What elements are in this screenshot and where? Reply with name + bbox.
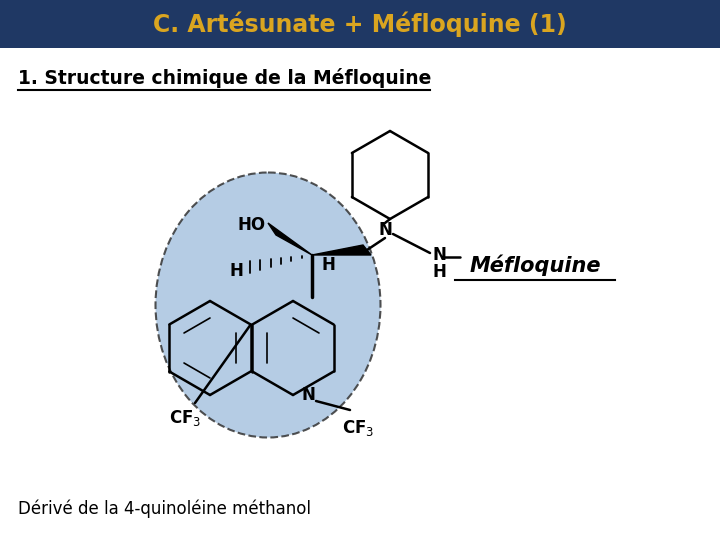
- Text: Méfloquine: Méfloquine: [469, 254, 600, 276]
- Text: H: H: [229, 262, 243, 280]
- Text: H: H: [432, 263, 446, 281]
- Text: CF$_3$: CF$_3$: [342, 418, 374, 438]
- Text: N: N: [432, 246, 446, 264]
- Text: C. Artésunate + Méfloquine (1): C. Artésunate + Méfloquine (1): [153, 11, 567, 37]
- Text: Dérivé de la 4-quinoléine méthanol: Dérivé de la 4-quinoléine méthanol: [18, 500, 311, 518]
- Text: H: H: [321, 256, 335, 274]
- Text: HO: HO: [238, 216, 266, 234]
- Ellipse shape: [156, 172, 380, 437]
- Polygon shape: [268, 223, 312, 255]
- Text: CF$_3$: CF$_3$: [169, 408, 201, 428]
- Text: 1. Structure chimique de la Méfloquine: 1. Structure chimique de la Méfloquine: [18, 68, 431, 88]
- Text: N: N: [301, 386, 315, 404]
- Text: N: N: [378, 221, 392, 239]
- Bar: [0, 0, 720, 48]
- Polygon shape: [312, 245, 371, 255]
